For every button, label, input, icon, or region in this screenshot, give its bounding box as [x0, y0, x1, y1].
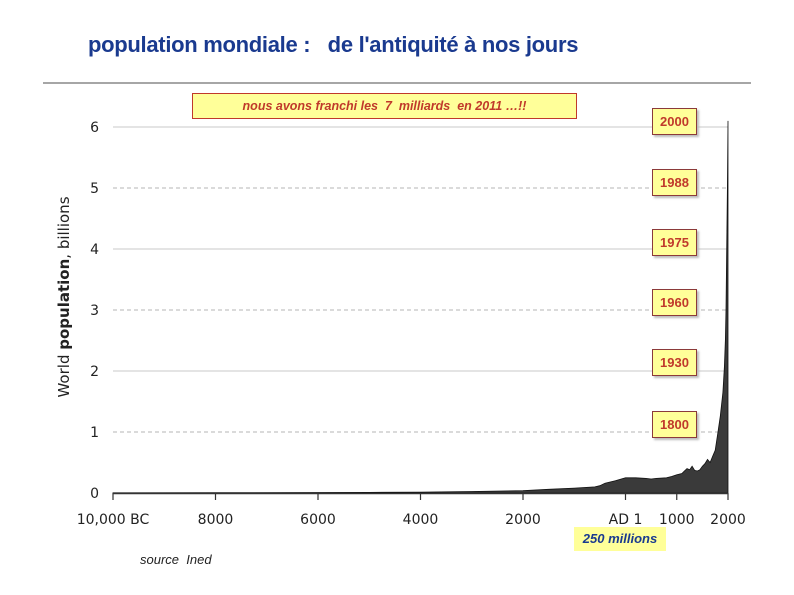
year-badge-2000: 2000 — [652, 108, 697, 135]
year-badge-1930: 1930 — [652, 349, 697, 376]
x-tick-label: 2000 — [710, 512, 746, 528]
x-tick-label: 1000 — [659, 512, 695, 528]
year-badge-1975: 1975 — [652, 229, 697, 256]
x-tick-label: AD 1 — [609, 512, 643, 528]
y-tick-label: 5 — [90, 181, 99, 197]
title-divider — [43, 82, 751, 84]
series-area-world-population — [112, 120, 729, 494]
year-badge-1988: 1988 — [652, 169, 697, 196]
x-tick-label: 2000 — [505, 512, 541, 528]
population-callout: 250 millions — [574, 527, 666, 551]
y-axis-label: World population, billions — [55, 196, 73, 397]
x-tick-label: 6000 — [300, 512, 336, 528]
x-tick-labels: 10,000 BC 8000 6000 4000 2000 AD 1 1000 2000 — [77, 512, 746, 528]
y-tick-labels: 0 1 2 3 4 5 6 — [90, 120, 99, 502]
page-title: population mondiale : de l'antiquité à n… — [88, 32, 579, 57]
x-tick-label: 4000 — [403, 512, 439, 528]
record-banner: nous avons franchi les 7 milliards en 20… — [192, 93, 577, 119]
year-badge-1960: 1960 — [652, 289, 697, 316]
grid-lines — [113, 126, 728, 433]
y-tick-label: 0 — [90, 486, 99, 502]
x-tick-label: 8000 — [198, 512, 234, 528]
y-tick-label: 3 — [90, 303, 99, 319]
year-badge-1800: 1800 — [652, 411, 697, 438]
y-tick-label: 2 — [90, 364, 99, 380]
y-tick-label: 1 — [90, 425, 99, 441]
x-tick-marks — [112, 493, 729, 500]
source-note: source Ined — [140, 552, 212, 567]
y-tick-label: 4 — [90, 242, 99, 258]
x-tick-label: 10,000 BC — [77, 512, 150, 528]
y-tick-label: 6 — [90, 120, 99, 136]
